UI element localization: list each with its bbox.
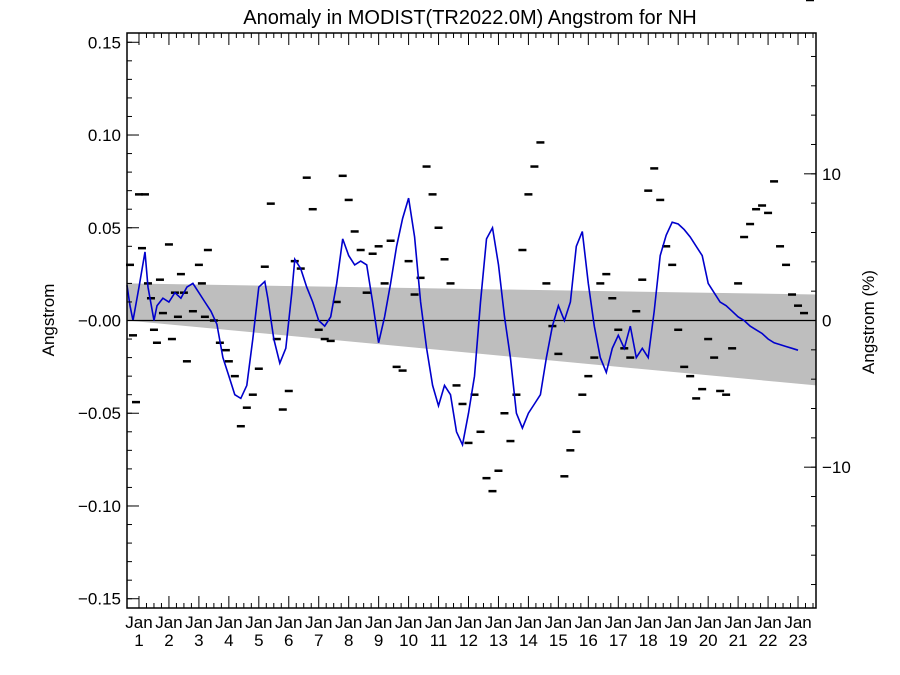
x-tick-label-year: 12 [459, 631, 478, 650]
x-axis: Jan1Jan2Jan3Jan4Jan5Jan6Jan7Jan8Jan9Jan1… [125, 33, 814, 650]
x-tick-label-month: Jan [215, 613, 242, 632]
x-tick-label-month: Jan [754, 613, 781, 632]
x-tick-label-month: Jan [724, 613, 751, 632]
x-tick-label-month: Jan [155, 613, 182, 632]
x-tick-label-year: 7 [314, 631, 323, 650]
x-tick-label-month: Jan [425, 613, 452, 632]
x-tick-label-year: 2 [164, 631, 173, 650]
x-tick-label-year: 18 [639, 631, 658, 650]
x-tick-label-month: Jan [605, 613, 632, 632]
x-tick-label-year: 17 [609, 631, 628, 650]
x-tick-label-month: Jan [784, 613, 811, 632]
x-tick-label-month: Jan [455, 613, 482, 632]
y-right-tick-label: 0 [822, 312, 831, 331]
x-tick-label-month: Jan [515, 613, 542, 632]
x-tick-label-year: 16 [579, 631, 598, 650]
x-tick-label-year: 4 [224, 631, 233, 650]
x-tick-label-year: 21 [729, 631, 748, 650]
trend-uncertainty-band [127, 283, 816, 386]
x-tick-label-year: 9 [374, 631, 383, 650]
y-axis-label: Angstrom [39, 284, 58, 357]
chart-title: Anomaly in MODIST(TR2022.0M) Angstrom fo… [243, 7, 696, 29]
x-tick-label-year: 22 [759, 631, 778, 650]
x-tick-label-month: Jan [485, 613, 512, 632]
x-tick-label-year: 6 [284, 631, 293, 650]
x-tick-label-month: Jan [664, 613, 691, 632]
x-tick-label-year: 19 [669, 631, 688, 650]
y-axis-label-right: Angstrom (%) [859, 270, 878, 374]
x-tick-label-month: Jan [575, 613, 602, 632]
x-tick-label-year: 10 [399, 631, 418, 650]
x-tick-label-month: Jan [305, 613, 332, 632]
y-right-tick-label: −10 [822, 458, 851, 477]
trend-band-layer [127, 283, 816, 386]
left-axis: 0.15 0.10 0.05 −0.00 −0.05 −0.10 −0.15 [78, 33, 139, 609]
x-tick-label-year: 8 [344, 631, 353, 650]
x-tick-label-month: Jan [395, 613, 422, 632]
right-axis: 10 0 −10 [804, 55, 851, 586]
y-right-tick-label: 10 [822, 165, 841, 184]
x-tick-label-month: Jan [125, 613, 152, 632]
x-tick-label-month: Jan [694, 613, 721, 632]
y-tick-label: 0.05 [88, 219, 121, 238]
x-tick-label-year: 14 [519, 631, 538, 650]
y-tick-label: −0.15 [78, 590, 121, 609]
monthly-points-layer [125, 0, 815, 493]
y-tick-label: −0.00 [78, 312, 121, 331]
x-tick-label-year: 15 [549, 631, 568, 650]
x-tick-label-year: 20 [699, 631, 718, 650]
y-tick-label: −0.05 [78, 404, 121, 423]
x-tick-label-month: Jan [335, 613, 362, 632]
x-tick-label-year: 5 [254, 631, 263, 650]
x-tick-label-year: 11 [430, 631, 448, 650]
x-tick-label-month: Jan [275, 613, 302, 632]
y-tick-label: 0.15 [88, 33, 121, 52]
smoothed-series-line [126, 197, 799, 448]
x-tick-label-month: Jan [245, 613, 272, 632]
x-tick-label-year: 23 [789, 631, 808, 650]
y-tick-label: 0.10 [88, 126, 121, 145]
x-tick-label-month: Jan [185, 613, 212, 632]
x-tick-label-month: Jan [365, 613, 392, 632]
y-tick-label: −0.10 [78, 497, 121, 516]
x-tick-label-year: 3 [194, 631, 203, 650]
x-tick-label-year: 1 [134, 631, 143, 650]
x-tick-label-month: Jan [545, 613, 572, 632]
x-tick-label-year: 13 [489, 631, 508, 650]
x-tick-label-month: Jan [635, 613, 662, 632]
smoothed-line-layer [126, 197, 799, 448]
